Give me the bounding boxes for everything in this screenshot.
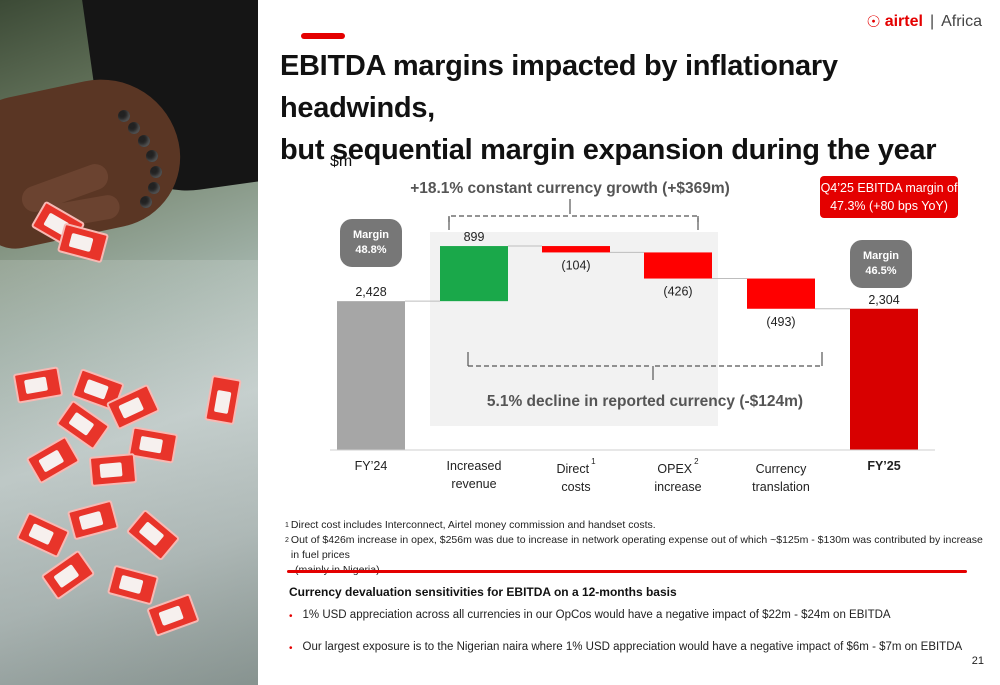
category-line-2: translation	[752, 480, 810, 494]
category-footnote-ref: 1	[591, 457, 596, 466]
waterfall-bar	[542, 246, 610, 253]
sensitivity-bullet-1: • 1% USD appreciation across all currenc…	[289, 609, 891, 624]
logo-separator: |	[929, 13, 935, 30]
waterfall-bar	[850, 308, 918, 450]
margin-badge-fy25: Margin 46.5%	[850, 240, 912, 288]
section-divider	[287, 570, 967, 573]
decline-label: 5.1% decline in reported currency (-$124…	[487, 393, 803, 410]
bar-data-label: 2,304	[868, 293, 899, 307]
category-label: Currency translation	[731, 460, 831, 496]
callout-line-2: 47.3% (+80 bps YoY)	[830, 199, 948, 213]
sim-cards-photo	[0, 0, 258, 685]
bullet-text: Our largest exposure is to the Nigerian …	[302, 641, 963, 653]
bullet-dot-icon: •	[289, 643, 293, 654]
sensitivity-bullet-2: • Our largest exposure is to the Nigeria…	[289, 641, 962, 656]
footnote-text: Out of $426m increase in opex, $256m was…	[290, 534, 983, 561]
category-label: Increased revenue	[424, 457, 524, 493]
footnote-number: 1	[285, 522, 289, 529]
category-label: FY’25	[834, 457, 934, 475]
category-label: Direct1 costs	[526, 457, 626, 496]
title-line-1: EBITDA margins impacted by inflationary …	[280, 50, 838, 124]
airtel-mark-icon: ☉	[866, 14, 881, 31]
bar-data-label: (426)	[663, 285, 692, 299]
waterfall-bar	[747, 278, 815, 309]
category-line-2: revenue	[451, 477, 497, 491]
waterfall-bar	[337, 301, 405, 450]
unit-label: $m	[330, 153, 353, 170]
category-line-1: OPEX2	[657, 457, 699, 477]
page-number: 21	[971, 655, 984, 667]
category-line-2: increase	[654, 480, 702, 495]
bar-data-label: (493)	[766, 315, 795, 329]
category-footnote-ref: 2	[694, 457, 699, 466]
growth-label: +18.1% constant currency growth (+$369m)	[410, 180, 730, 197]
waterfall-bar	[440, 246, 508, 302]
footnote-number: 2	[285, 537, 289, 544]
category-line-1: Increased	[446, 459, 502, 473]
category-label: OPEX2 increase	[628, 457, 728, 496]
decline-bracket	[467, 352, 823, 380]
q4-margin-callout: Q4’25 EBITDA margin of 47.3% (+80 bps Yo…	[820, 176, 958, 218]
bar-data-label: 899	[464, 230, 485, 244]
title-line-2: but sequential margin expansion during t…	[280, 134, 937, 166]
margin-badge-value: 46.5%	[865, 265, 897, 277]
category-label: FY’24	[321, 457, 421, 475]
bullet-dot-icon: •	[289, 611, 293, 622]
footnote-1: 1 Direct cost includes Interconnect, Air…	[285, 518, 985, 533]
bar-data-label: (104)	[561, 258, 590, 272]
category-line-1: FY’24	[354, 459, 388, 473]
airtel-logo: ☉ airtel | Africa	[866, 12, 982, 32]
page-title: EBITDA margins impacted by inflationary …	[280, 45, 980, 171]
margin-badge-value: 48.8%	[355, 244, 387, 256]
margin-badge-fy24: Margin 48.8%	[340, 219, 402, 267]
category-line-1: FY’25	[867, 459, 901, 473]
category-line-2: costs	[561, 480, 591, 495]
footnote-text: Direct cost includes Interconnect, Airte…	[290, 519, 656, 531]
margin-badge-label: Margin	[862, 250, 900, 262]
bullet-text: 1% USD appreciation across all currencie…	[302, 609, 891, 621]
footnote-2: 2 Out of $426m increase in opex, $256m w…	[285, 533, 985, 563]
logo-brand: airtel	[884, 13, 923, 30]
margin-badge-label: Margin	[352, 229, 390, 241]
waterfall-bar	[644, 252, 712, 279]
bar-data-label: 2,428	[355, 285, 386, 299]
footnotes: 1 Direct cost includes Interconnect, Air…	[285, 518, 985, 578]
title-accent-bar	[301, 33, 345, 39]
sensitivities-title: Currency devaluation sensitivities for E…	[289, 585, 677, 599]
callout-line-1: Q4’25 EBITDA margin of	[820, 181, 958, 195]
logo-region: Africa	[941, 13, 982, 30]
growth-bracket	[448, 199, 699, 230]
category-line-1: Currency	[755, 462, 807, 476]
category-line-1: Direct1	[556, 457, 596, 477]
